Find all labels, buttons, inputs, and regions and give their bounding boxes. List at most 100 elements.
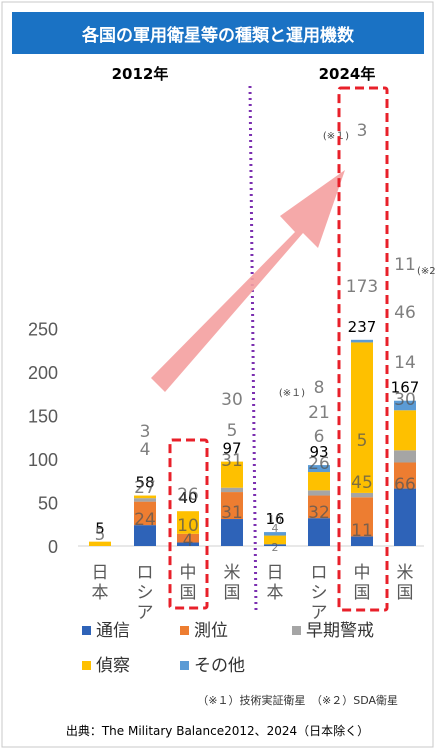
bar-segment-測位 bbox=[308, 495, 330, 519]
bar-segment-偵察 bbox=[134, 495, 156, 499]
highlight-box-china-2012 bbox=[168, 438, 209, 610]
x-category-label: 本 bbox=[267, 583, 284, 603]
bar-segment-通信 bbox=[264, 544, 286, 546]
bar-segment-早期警戒 bbox=[221, 487, 243, 493]
bar-segment-早期警戒 bbox=[351, 492, 373, 498]
y-tick-label: 150 bbox=[28, 407, 58, 427]
legend-label: 測位 bbox=[194, 621, 228, 641]
segment-value-label: 14 bbox=[394, 353, 416, 373]
segment-value-label: 26 bbox=[177, 485, 199, 505]
x-category-label: 中 bbox=[180, 563, 197, 583]
segment-value-label: 66 bbox=[394, 475, 416, 495]
bar-segment-測位 bbox=[221, 492, 243, 520]
segment-value-label: 4 bbox=[183, 531, 194, 551]
x-category-label: 中 bbox=[354, 563, 371, 583]
x-category-label: 日 bbox=[267, 563, 284, 583]
x-category-label: ア bbox=[137, 603, 154, 623]
bar-total-label: 40 bbox=[178, 489, 197, 507]
bar-segment-測位 bbox=[351, 497, 373, 537]
bar-segment-その他 bbox=[394, 400, 416, 411]
bar-segment-通信 bbox=[221, 519, 243, 546]
segment-value-label: 30 bbox=[394, 390, 416, 410]
bar-segment-測位 bbox=[394, 462, 416, 489]
segment-value-label: 46 bbox=[394, 303, 416, 323]
bar-segment-通信 bbox=[394, 488, 416, 546]
segment-value-label: 21 bbox=[308, 403, 330, 423]
bar-segment-通信 bbox=[351, 536, 373, 546]
segment-value-label: 10 bbox=[177, 516, 199, 536]
y-tick-label: 50 bbox=[38, 494, 58, 514]
x-category-label: 国 bbox=[397, 583, 414, 603]
group-label-2012: 2012年 bbox=[112, 65, 169, 83]
bar-segment-通信 bbox=[134, 525, 156, 546]
legend-swatch bbox=[82, 661, 91, 670]
chart-title: 各国の軍用衛星等の種類と運用機数 bbox=[12, 12, 424, 54]
annotation-label: (※１) bbox=[323, 131, 349, 142]
bar-total-label: 97 bbox=[222, 440, 241, 458]
bar-total-label: 16 bbox=[265, 510, 284, 528]
x-category-label: 日 bbox=[92, 563, 109, 583]
segment-value-label: 173 bbox=[346, 277, 378, 297]
bar-total-label: 93 bbox=[309, 443, 328, 461]
x-category-label: 国 bbox=[224, 583, 241, 603]
x-category-label: ア bbox=[311, 603, 328, 623]
bar-total-label: 58 bbox=[135, 474, 154, 492]
x-category-label: 国 bbox=[354, 583, 371, 603]
bar-segment-偵察 bbox=[221, 461, 243, 488]
bar-segment-偵察 bbox=[264, 535, 286, 545]
bar-segment-早期警戒 bbox=[308, 490, 330, 496]
x-category-label: 本 bbox=[92, 583, 109, 603]
legend-label: 偵察 bbox=[96, 656, 130, 676]
segment-value-label: 31 bbox=[221, 503, 243, 523]
bar-segment-偵察 bbox=[394, 410, 416, 451]
group-divider bbox=[248, 85, 258, 613]
segment-value-label: 3 bbox=[357, 121, 368, 141]
segment-value-label: 5 bbox=[95, 525, 106, 545]
segment-value-label: 4 bbox=[272, 522, 279, 535]
segment-value-label: 6 bbox=[314, 427, 325, 447]
segment-value-label: 45 bbox=[351, 473, 373, 493]
legend-swatch bbox=[180, 661, 189, 670]
segment-value-label: 31 bbox=[221, 451, 243, 471]
annotation-label: (※2 bbox=[417, 266, 435, 277]
x-category-label: 国 bbox=[180, 583, 197, 603]
bar-total-label: 167 bbox=[391, 379, 420, 397]
bar-segment-早期警戒 bbox=[134, 498, 156, 502]
segment-value-label: 24 bbox=[134, 510, 156, 530]
bar-segment-通信 bbox=[308, 518, 330, 546]
x-category-label: シ bbox=[311, 583, 328, 603]
segment-value-label: 3 bbox=[140, 422, 151, 442]
bar-segment-測位 bbox=[134, 501, 156, 526]
x-category-label: 米 bbox=[397, 563, 414, 583]
footnote-text: （※１）技術実証衛星 （※２）SDA衛星 bbox=[197, 693, 398, 707]
segment-value-label: 26 bbox=[308, 454, 330, 474]
segment-value-label: 5 bbox=[357, 431, 368, 451]
bar-segment-その他 bbox=[264, 532, 286, 536]
y-tick-label: 0 bbox=[48, 537, 58, 557]
x-category-label: 米 bbox=[224, 563, 241, 583]
x-category-label: ロ bbox=[137, 563, 154, 583]
segment-value-label: 4 bbox=[140, 440, 151, 460]
bar-segment-通信 bbox=[177, 542, 199, 546]
segment-value-label: 11 bbox=[394, 255, 416, 275]
group-label-2024: 2024年 bbox=[319, 65, 376, 83]
segment-value-label: 32 bbox=[308, 503, 330, 523]
highlight-box-china-2024 bbox=[337, 86, 389, 612]
bar-segment-その他 bbox=[351, 339, 373, 343]
segment-value-label: 5 bbox=[227, 421, 238, 441]
x-category-label: ロ bbox=[311, 563, 328, 583]
y-tick-label: 250 bbox=[28, 320, 58, 340]
annotation-label: (※１) bbox=[279, 388, 305, 399]
legend-swatch bbox=[180, 626, 189, 635]
source-note: 出典：The Military Balance2012、2024（日本除く） bbox=[65, 724, 370, 738]
y-tick-label: 200 bbox=[28, 363, 58, 383]
legend-swatch bbox=[82, 626, 91, 635]
segment-value-label: 11 bbox=[351, 521, 373, 541]
bar-segment-偵察 bbox=[351, 342, 373, 493]
segment-value-label: 10 bbox=[268, 513, 282, 526]
legend-label: 早期警戒 bbox=[306, 621, 374, 641]
segment-value-label: 8 bbox=[314, 378, 325, 398]
trend-arrow bbox=[151, 170, 345, 392]
